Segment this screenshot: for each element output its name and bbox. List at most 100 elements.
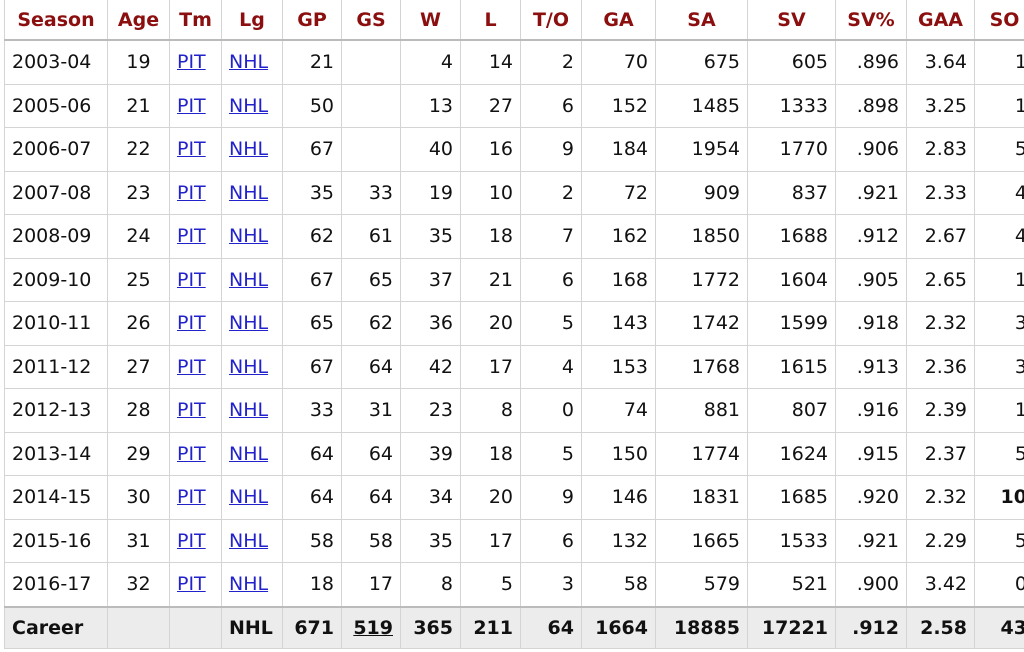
cell: 1850 — [655, 214, 748, 259]
cell: 8 — [460, 388, 521, 433]
cell: 909 — [655, 170, 748, 215]
cell: 1599 — [747, 301, 836, 346]
cell: NHL — [221, 475, 283, 520]
cell: 1954 — [655, 127, 748, 172]
row: 2010-11 26 PIT NHL 65 62 36 20 5 143 1742 1599.918 2… — [4, 301, 1024, 346]
cell: 17 — [460, 518, 521, 563]
cell: .916 — [835, 388, 907, 433]
cell: PIT — [169, 388, 222, 433]
link[interactable]: NHL — [229, 399, 269, 422]
column-header: Tm — [169, 0, 222, 41]
cell: NHL — [221, 344, 283, 389]
link[interactable]: PIT — [177, 573, 206, 596]
cell: 1772 — [655, 257, 748, 302]
cell: 2.83 — [906, 127, 975, 172]
link[interactable]: NHL — [229, 51, 269, 74]
header-row: Season Age Tm Lg GP GS W L T/O GA SA SV SV% GAA SO — [4, 0, 1024, 41]
cell: 2009-10 — [4, 257, 108, 302]
column-header: W — [400, 0, 461, 41]
cell: 62 — [282, 214, 342, 259]
link[interactable]: PIT — [177, 225, 206, 248]
cell: 21 — [107, 83, 170, 128]
cell: 2003-04 — [4, 39, 108, 85]
column-header: T/O — [520, 0, 582, 41]
cell: .900 — [835, 562, 907, 607]
cell: 807 — [747, 388, 836, 433]
cell: PIT — [169, 170, 222, 215]
cell: 28 — [107, 388, 170, 433]
cell: .912 — [835, 605, 907, 649]
link[interactable]: PIT — [177, 312, 206, 335]
cell: 58 — [341, 518, 401, 563]
cell: .921 — [835, 518, 907, 563]
cell: NHL — [221, 388, 283, 433]
cell: 5 — [974, 431, 1024, 476]
link[interactable]: PIT — [177, 355, 206, 378]
cell: 50 — [282, 83, 342, 128]
cell: 1831 — [655, 475, 748, 520]
column-header: Season — [4, 0, 108, 41]
cell: 16 — [460, 127, 521, 172]
link[interactable]: PIT — [177, 181, 206, 204]
cell: 10 — [460, 170, 521, 215]
cell: 70 — [581, 39, 656, 85]
link[interactable]: PIT — [177, 268, 206, 291]
link[interactable]: NHL — [229, 94, 269, 117]
column-header: SO — [974, 0, 1024, 41]
cell: 1774 — [655, 431, 748, 476]
link[interactable]: NHL — [229, 486, 269, 509]
cell: 3 — [974, 344, 1024, 389]
cell: 5 — [460, 562, 521, 607]
link[interactable]: NHL — [229, 181, 269, 204]
cell: 4 — [974, 214, 1024, 259]
cell: 19 — [400, 170, 461, 215]
link[interactable]: PIT — [177, 94, 206, 117]
column-header: L — [460, 0, 521, 41]
link[interactable]: PIT — [177, 442, 206, 465]
cell: 34 — [400, 475, 461, 520]
cell: 1 — [974, 257, 1024, 302]
cell: 1665 — [655, 518, 748, 563]
link[interactable]: NHL — [229, 442, 269, 465]
cell: 4 — [974, 170, 1024, 215]
cell: .905 — [835, 257, 907, 302]
link[interactable]: NHL — [229, 138, 269, 161]
cell: 64 — [520, 605, 582, 649]
link[interactable]: PIT — [177, 399, 206, 422]
link[interactable]: NHL — [229, 268, 269, 291]
cell: 33 — [282, 388, 342, 433]
cell: PIT — [169, 39, 222, 85]
cell: 2.32 — [906, 475, 975, 520]
cell: Career — [4, 605, 108, 649]
link[interactable]: PIT — [177, 486, 206, 509]
cell: 72 — [581, 170, 656, 215]
cell: 23 — [400, 388, 461, 433]
cell: 62 — [341, 301, 401, 346]
link[interactable]: NHL — [229, 529, 269, 552]
cell: 2 — [520, 170, 582, 215]
cell: PIT — [169, 257, 222, 302]
cell: 18 — [282, 562, 342, 607]
row: 2006-07 22 PIT NHL 67 40 16 9 184 1954 1770.906 2.8… — [4, 127, 1024, 172]
link[interactable]: NHL — [229, 355, 269, 378]
link[interactable]: NHL — [229, 573, 269, 596]
column-header: SV — [747, 0, 836, 41]
link[interactable]: PIT — [177, 529, 206, 552]
link[interactable]: NHL — [229, 225, 269, 248]
cell: 3.64 — [906, 39, 975, 85]
link[interactable]: PIT — [177, 51, 206, 74]
link[interactable]: NHL — [229, 312, 269, 335]
cell: 5 — [974, 127, 1024, 172]
cell: 150 — [581, 431, 656, 476]
cell: 2007-08 — [4, 170, 108, 215]
cell: 27 — [460, 83, 521, 128]
cell: 671 — [282, 605, 342, 649]
link[interactable]: PIT — [177, 138, 206, 161]
cell: 211 — [460, 605, 521, 649]
cell: 58 — [581, 562, 656, 607]
cell: 162 — [581, 214, 656, 259]
cell: 837 — [747, 170, 836, 215]
